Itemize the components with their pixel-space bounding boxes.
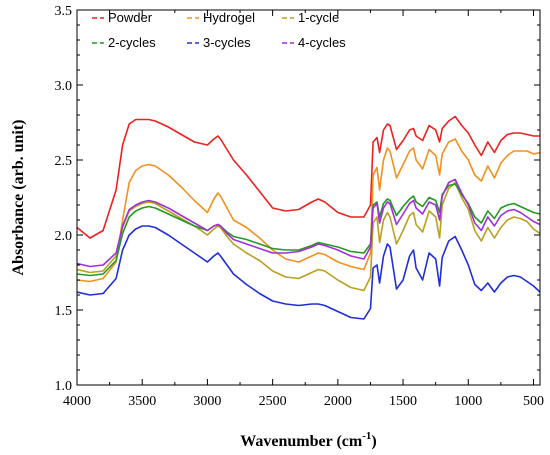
x-tick-label-3500: 3500	[128, 394, 156, 409]
series-line-4-cycles	[77, 178, 540, 268]
y-tick-label-3.5: 3.5	[55, 4, 73, 19]
series-layer	[77, 115, 540, 320]
y-tick-label-2: 2.0	[55, 229, 73, 244]
x-tick-label-500: 500	[523, 394, 544, 409]
y-axis-title: Absorbance (arb. unit)	[10, 119, 27, 275]
series-line-2-cycles	[77, 183, 540, 277]
legend-label-4-cycles: 4-cycles	[298, 35, 346, 50]
y-tick-label-1: 1.0	[55, 379, 73, 394]
x-tick-label-1500: 1500	[389, 394, 417, 409]
series-line-powder	[77, 115, 540, 239]
x-tick-label-4000: 4000	[63, 394, 91, 409]
y-tick-label-1.5: 1.5	[55, 304, 73, 319]
legend-label-1-cycle: 1-cycle	[298, 10, 339, 25]
x-axis-title-main: Wavenumber (cm	[240, 433, 363, 450]
x-tick-label-3000: 3000	[193, 394, 221, 409]
ticks-layer: 4000 3500 3000 2500 2000 1500 1000 500 1.0 1.5 2.0…	[55, 4, 544, 409]
legend-label-powder: Powder	[108, 10, 153, 25]
x-axis-title-superscript: -1	[362, 430, 371, 442]
y-tick-label-2.5: 2.5	[55, 154, 73, 169]
x-tick-label-2500: 2500	[259, 394, 287, 409]
y-tick-label-3: 3.0	[55, 79, 73, 94]
x-axis-title-tail: )	[371, 433, 376, 450]
legend-label-2-cycles: 2-cycles	[108, 35, 156, 50]
legend-label-hydrogel: Hydrogel	[203, 10, 255, 25]
x-tick-label-2000: 2000	[324, 394, 352, 409]
series-line-1-cycle	[77, 181, 540, 292]
plot-frame	[76, 9, 541, 386]
x-tick-label-1000: 1000	[454, 394, 482, 409]
legend-label-3-cycles: 3-cycles	[203, 35, 251, 50]
x-axis-title: Wavenumber (cm-1)	[240, 430, 376, 450]
series-line-3-cycles	[77, 225, 540, 320]
legend: Powder Hydrogel 1-cycle 2-cycles 3-cycles 4-c…	[92, 10, 346, 50]
